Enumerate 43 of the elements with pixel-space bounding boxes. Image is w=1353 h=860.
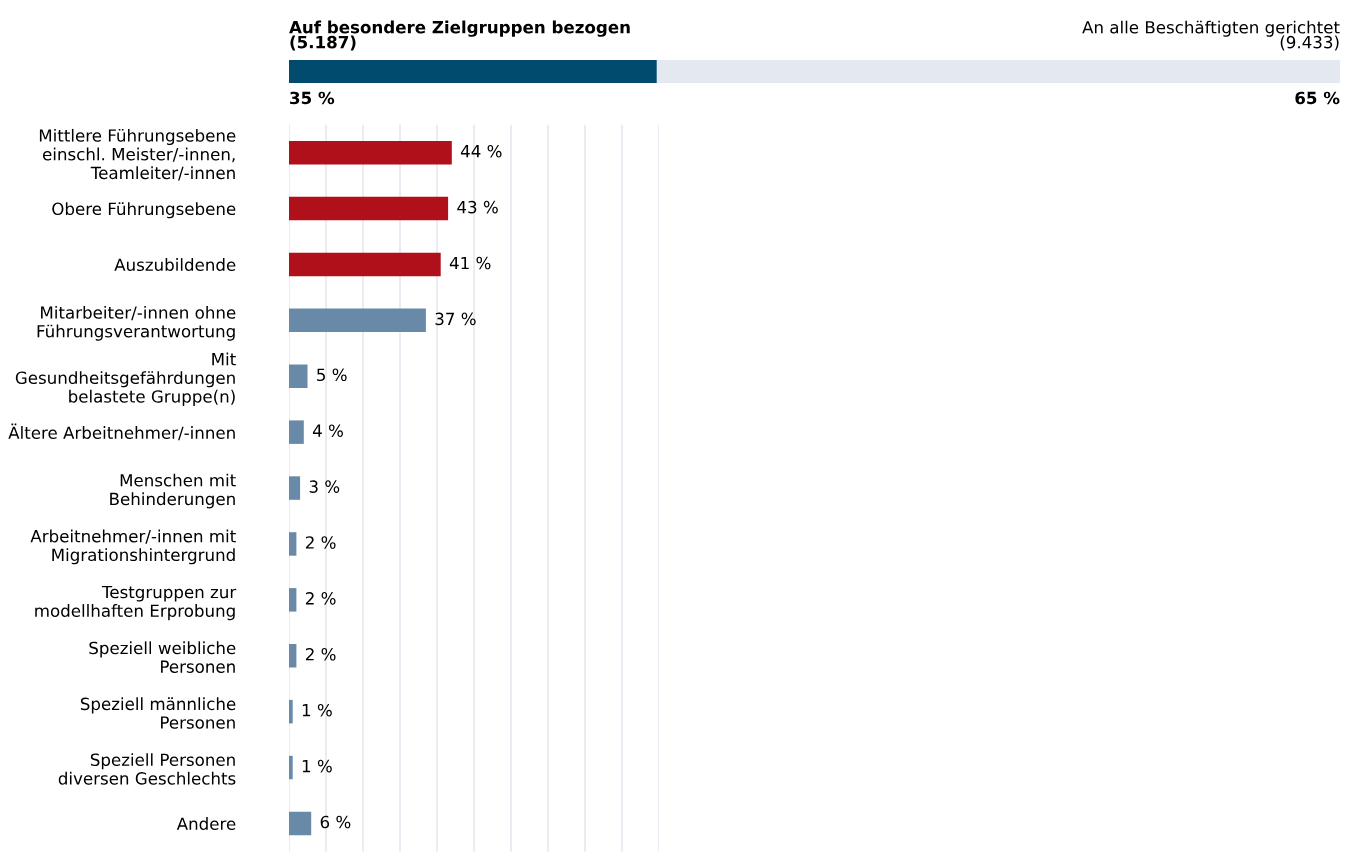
data-label: 4 % (312, 424, 343, 437)
bar (289, 588, 297, 612)
data-label: 1 % (302, 703, 332, 717)
y-tick-label: Mitarbeiter/-innen ohne Führungsverantwortung (37, 305, 236, 341)
data-label: 43 % (457, 200, 498, 214)
data-label: 5 % (317, 368, 347, 382)
bar (289, 699, 293, 724)
data-label: 6 % (320, 815, 351, 829)
bar (289, 308, 426, 333)
y-tick-label: Obere Führungsebene (52, 202, 236, 219)
data-label: 1 % (302, 759, 332, 773)
bar (289, 755, 293, 780)
y-tick-label: Mit Gesundheitsgefährdungen belastete Gruppe(n) (15, 352, 236, 406)
data-label: 2 % (305, 592, 336, 605)
bar (289, 140, 452, 165)
y-tick-label: Testgruppen zur modellhaften Erprobung (35, 585, 237, 621)
bar (289, 420, 304, 444)
y-tick-label: Speziell männliche Personen (80, 697, 236, 729)
y-tick-label: Ältere Arbeitnehmer/-innen (8, 423, 235, 441)
bar (289, 196, 449, 221)
bar (289, 252, 441, 277)
y-tick-label: Arbeitnehmer/-innen mit Migrationshintergrund (30, 529, 236, 565)
data-label: 44 % (460, 144, 502, 158)
y-tick-label: Mittlere Führungsebene einschl. Meister/-innen, Teamleiter/-innen (39, 128, 236, 181)
y-tick-label: Andere (176, 817, 236, 831)
series-label: An alle Beschäftigten gerichtet (9.433) (1082, 20, 1340, 51)
bar (289, 532, 297, 556)
data-label: 3 % (309, 480, 340, 493)
data-label: 2 % (305, 647, 336, 661)
y-tick-label: Menschen mit Behinderungen (110, 473, 236, 509)
bar (289, 364, 308, 388)
data-label: 2 % (305, 536, 336, 549)
y-tick-label: Auszubildende (114, 258, 236, 272)
data-label: 41 % (449, 256, 491, 270)
series-label: Auf besondere Zielgruppen bezogen (5.187) (289, 20, 630, 51)
data-label: 37 % (435, 312, 476, 326)
data-label: 65 % (1295, 91, 1340, 105)
bar (289, 811, 312, 836)
y-tick-label: Speziell weibliche Personen (89, 641, 236, 673)
data-label: 35 % (290, 91, 335, 105)
y-tick-label: Speziell Personen diversen Geschlechts (58, 753, 236, 785)
bar (289, 644, 297, 668)
bar (289, 476, 301, 500)
